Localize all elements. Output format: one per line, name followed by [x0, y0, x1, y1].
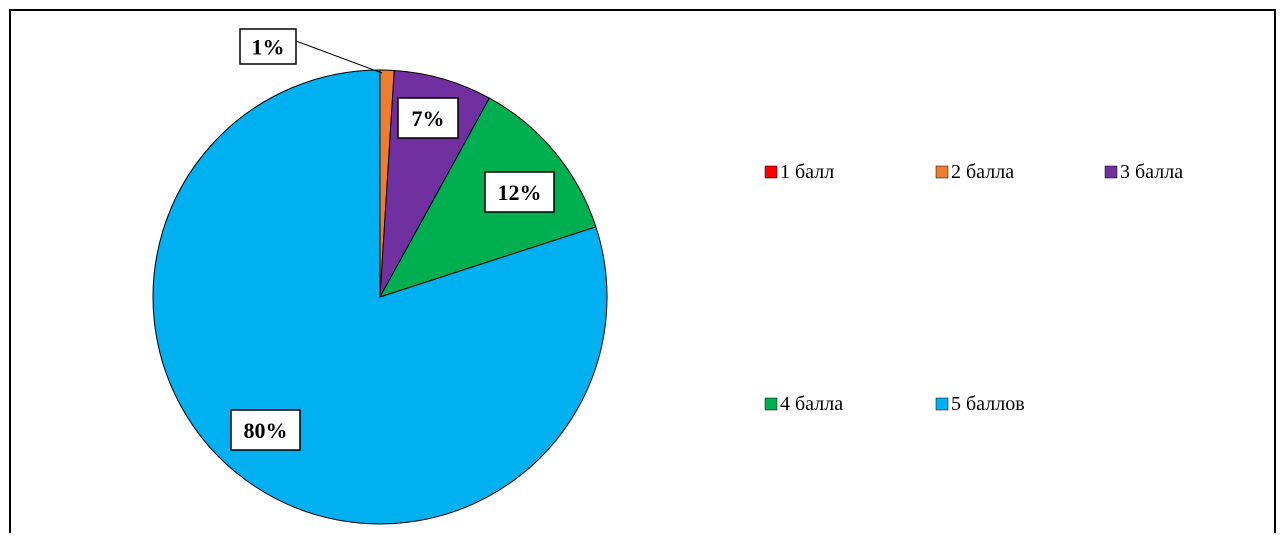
legend-label-5-баллов: 5 баллов [951, 393, 1025, 415]
data-label-3-балла: 7% [412, 106, 445, 131]
legend-swatch-5-баллов [935, 397, 949, 411]
data-labels: 1% 7% 12% 80% [230, 28, 555, 451]
legend: 1 балл 2 балла 3 балла 4 балла 5 баллов [764, 161, 1183, 415]
data-label-box-5-баллов [230, 409, 301, 451]
data-label-box-4-балла [484, 171, 555, 213]
legend-label-4-балла: 4 балла [780, 393, 843, 415]
legend-swatch-3-балла [1104, 165, 1118, 179]
data-label-4-балла: 12% [498, 180, 542, 205]
legend-swatch-4-балла [764, 397, 778, 411]
data-label-leader-2-балла [295, 40, 383, 74]
legend-label-3-балла: 3 балла [1120, 161, 1183, 183]
data-label-5-баллов: 80% [244, 418, 288, 443]
pie-slices [152, 69, 608, 525]
legend-swatch-1-балл [764, 165, 778, 179]
data-label-box-2-балла [239, 28, 297, 65]
legend-swatch-2-балла [935, 165, 949, 179]
legend-label-1-балл: 1 балл [780, 161, 834, 183]
legend-label-2-балла: 2 балла [951, 161, 1014, 183]
data-label-box-3-балла [397, 97, 459, 139]
data-label-2-балла: 1% [252, 35, 285, 60]
